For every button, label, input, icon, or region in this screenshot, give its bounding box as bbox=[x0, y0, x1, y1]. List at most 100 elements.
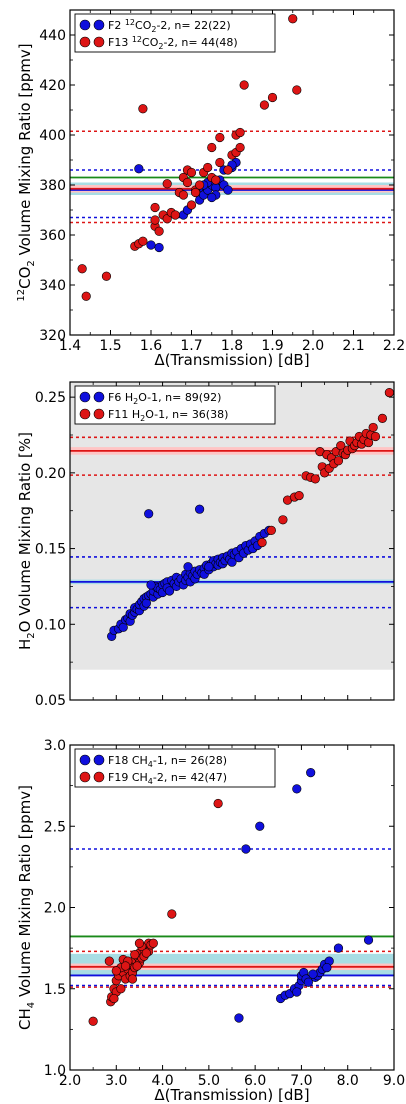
data-point bbox=[164, 586, 175, 596]
series-1 bbox=[107, 504, 274, 642]
x-tick-label: 1.7 bbox=[180, 338, 202, 354]
y-tick-label: 0.20 bbox=[35, 466, 66, 482]
data-point bbox=[109, 993, 119, 1004]
data-point bbox=[223, 165, 233, 175]
data-point bbox=[267, 92, 278, 103]
data-point bbox=[213, 798, 223, 809]
data-point bbox=[141, 948, 151, 958]
data-point bbox=[203, 162, 213, 173]
y-axis-label-subscript: 2 bbox=[26, 632, 37, 638]
data-point bbox=[215, 157, 225, 168]
legend-label-subscript: 2 bbox=[140, 414, 145, 423]
data-point bbox=[377, 413, 388, 423]
x-axis-label: Δ(Transmission) [dB] bbox=[154, 1086, 309, 1104]
y-tick-label: 420 bbox=[39, 78, 66, 94]
data-point bbox=[370, 431, 381, 442]
data-point bbox=[144, 509, 154, 519]
y-axis-label-species: CO bbox=[16, 267, 34, 289]
y-tick-label: 0.10 bbox=[35, 617, 66, 633]
y-tick-label: 400 bbox=[39, 128, 66, 144]
legend: F6 H2O-1, n= 89(92)F11 H2O-1, n= 36(38) bbox=[74, 385, 276, 425]
data-point bbox=[178, 190, 188, 200]
series-1 bbox=[234, 768, 374, 1023]
data-point bbox=[333, 456, 344, 466]
x-tick-label: 5.0 bbox=[198, 1073, 220, 1089]
x-tick-label: 3.0 bbox=[105, 1073, 127, 1089]
x-tick-label: 9.0 bbox=[383, 1073, 405, 1089]
legend-label: F6 H2O-1, n= 89(92) bbox=[108, 391, 221, 406]
legend-marker bbox=[93, 391, 105, 403]
data-point bbox=[368, 422, 378, 433]
data-point bbox=[204, 562, 214, 572]
legend-marker bbox=[79, 19, 91, 31]
legend-label-superscript: 12 bbox=[132, 35, 142, 44]
data-point bbox=[101, 271, 112, 281]
x-axis-label: Δ(Transmission) [dB] bbox=[154, 351, 309, 369]
legend-label-species: CH bbox=[132, 754, 148, 767]
y-axis-label-species: H bbox=[16, 639, 34, 650]
data-point bbox=[363, 935, 374, 945]
x-tick-label: 1.4 bbox=[59, 338, 81, 354]
legend-marker bbox=[79, 754, 91, 766]
data-point bbox=[310, 474, 320, 484]
x-tick-label: 8.0 bbox=[337, 1073, 359, 1089]
data-point bbox=[239, 80, 249, 90]
y-tick-label: 0.05 bbox=[35, 693, 66, 709]
x-tick-label: 2.0 bbox=[59, 1073, 81, 1089]
data-point bbox=[292, 85, 302, 95]
y-tick-label: 440 bbox=[39, 28, 66, 44]
legend-label-species: CO bbox=[142, 36, 159, 49]
data-point bbox=[288, 14, 298, 24]
data-point bbox=[134, 938, 145, 948]
y-axis-label-text: Volume Mixing Ratio [ppmv] bbox=[16, 785, 34, 1002]
data-point bbox=[120, 961, 131, 971]
x-tick-label: 2.2 bbox=[383, 338, 405, 354]
y-tick-label: 0.25 bbox=[35, 390, 66, 406]
legend: F2 12CO2-2, n= 22(22)F13 12CO2-2, n= 44(… bbox=[74, 13, 276, 53]
legend-label-suffix: -1, n= 26(28) bbox=[153, 754, 227, 767]
y-tick-label: 340 bbox=[39, 278, 66, 294]
legend-marker bbox=[93, 36, 105, 48]
y-axis-label: 12CO2 Volume Mixing Ratio [ppmv] bbox=[16, 43, 37, 301]
series-2 bbox=[88, 798, 223, 1026]
data-point bbox=[118, 622, 128, 632]
data-point bbox=[303, 977, 313, 987]
data-point bbox=[148, 938, 158, 948]
x-tick-label: 2.0 bbox=[302, 338, 324, 354]
legend-label-subscript: 4 bbox=[148, 760, 153, 769]
legend-label-prefix: F6 bbox=[108, 391, 125, 404]
data-point bbox=[333, 943, 344, 953]
legend-label-suffix: O-1, n= 89(92) bbox=[138, 391, 221, 404]
x-tick-label: 1.8 bbox=[221, 338, 243, 354]
y-tick-label: 360 bbox=[39, 228, 66, 244]
y-axis-label-text: O Volume Mixing Ratio [%] bbox=[16, 432, 34, 632]
x-tick-label: 1.5 bbox=[99, 338, 121, 354]
data-point bbox=[162, 179, 172, 189]
data-point bbox=[183, 562, 193, 572]
legend-label-species: CH bbox=[132, 771, 148, 784]
data-point bbox=[170, 210, 180, 220]
data-point bbox=[234, 1013, 244, 1023]
data-point bbox=[190, 187, 201, 198]
data-point bbox=[363, 437, 374, 448]
data-point bbox=[235, 142, 245, 153]
legend: F18 CH4-1, n= 26(28)F19 CH4-2, n= 42(47) bbox=[74, 748, 276, 788]
legend-marker bbox=[79, 771, 91, 783]
data-point bbox=[146, 580, 156, 590]
legend-label: F18 CH4-1, n= 26(28) bbox=[108, 754, 227, 769]
legend-label-prefix: F18 bbox=[108, 754, 132, 767]
y-tick-label: 1.5 bbox=[44, 982, 66, 998]
data-point bbox=[154, 226, 164, 236]
data-point bbox=[81, 291, 91, 301]
legend-marker bbox=[79, 391, 91, 403]
data-point bbox=[195, 504, 205, 514]
y-axis-label-subscript: 4 bbox=[26, 1002, 37, 1008]
data-point bbox=[215, 132, 225, 143]
data-point bbox=[77, 264, 87, 274]
series-2 bbox=[257, 388, 394, 548]
y-tick-label: 320 bbox=[39, 328, 66, 344]
legend-label-subscript: 2 bbox=[151, 25, 156, 34]
legend-marker bbox=[79, 36, 91, 48]
chart-panel-1: 320 340 360 380 400 420 440 1.4 1.5 1.6 1.7 1.8 1.9 2… bbox=[16, 9, 405, 369]
